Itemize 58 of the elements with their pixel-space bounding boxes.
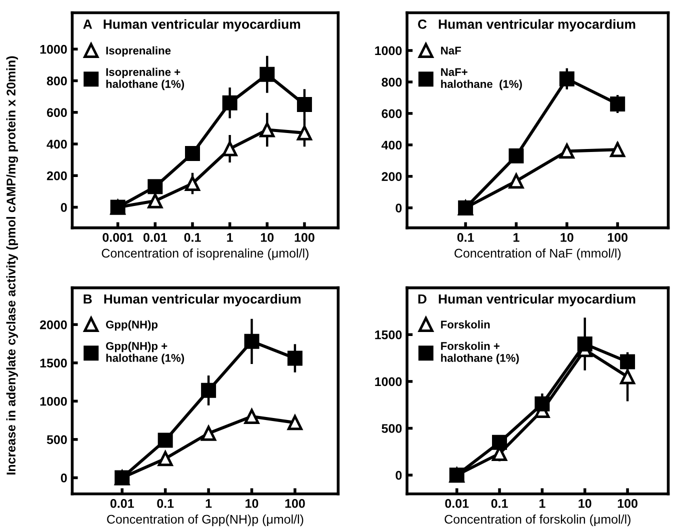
x-tick-label: 0.01 [445,499,469,508]
x-tick-label: 100 [608,232,628,242]
x-tick-label: 0.01 [143,232,167,242]
x-tick-label: 0.001 [102,232,134,242]
legend-label: NaF+ halothane (1%) [441,68,522,90]
y-tick-label: 200 [382,172,402,182]
y-tick-label: 0 [60,203,67,212]
y-tick-label: 2000 [40,320,67,330]
legend-label: Gpp(NH)p [106,320,158,331]
y-tick-label: 1000 [40,396,67,406]
x-tick-label: 100 [618,499,638,508]
x-tick-label: 0.1 [491,499,508,508]
y-tick-label: 800 [382,78,402,87]
y-tick-label: 0 [396,470,402,480]
x-tick-label: 0.1 [157,499,174,508]
chart-title: C Human ventricular myocardium [418,19,636,32]
x-tick-label: 10 [560,232,574,242]
chart-title: D Human ventricular myocardium [418,294,636,306]
legend-label: Forskolin + halothane (1%) [441,342,519,364]
y-tick-label: 500 [382,424,402,433]
chart-title: B Human ventricular myocardium [84,294,301,306]
x-axis-title: Concentration of Gpp(NH)p (μmol/l) [107,514,304,526]
y-tick-label: 1500 [375,330,402,340]
x-tick-label: 1 [227,233,233,242]
x-tick-label: 10 [260,232,274,242]
y-tick-label: 200 [46,171,67,180]
x-axis-title: Concentration of NaF (mmol/l) [454,248,621,260]
y-tick-label: 600 [46,108,67,118]
legend-label: Gpp(NH)p + halothane (1%) [106,342,184,364]
x-tick-label: 0.01 [110,499,134,508]
y-tick-label: 600 [382,109,402,118]
x-tick-label: 0.1 [457,232,474,242]
y-tick-label: 800 [46,76,67,86]
legend-label: NaF [441,46,461,54]
legend-label: Forskolin [441,320,490,328]
x-axis-title: Concentration of isoprenaline (μmol/l) [102,248,308,260]
x-tick-label: 1 [514,233,520,242]
y-tick-label: 400 [382,140,402,150]
y-tick-label: 0 [396,204,402,212]
y-tick-label: 1500 [40,358,67,368]
y-tick-label: 1000 [375,46,402,56]
x-tick-label: 100 [285,499,305,508]
chart-title: A Human ventricular myocardium [83,19,300,32]
x-tick-label: 10 [578,499,592,508]
x-tick-label: 100 [294,232,314,242]
y-tick-label: 1000 [375,377,402,386]
legend-label: Isoprenaline + halothane (1%) [106,68,184,90]
y-tick-label: 400 [46,140,67,149]
y-tick-label: 1000 [40,44,67,54]
legend-label: Isoprenaline [106,46,171,57]
x-tick-label: 0.1 [184,232,201,242]
x-tick-label: 1 [540,499,546,508]
x-axis-title: Concentration of forskolin (μmol/l) [444,514,630,526]
y-axis-title: Increase in adenylate cyclase activity (pmol cAMP/mg protein x 20min) [6,56,18,474]
y-tick-label: 0 [60,474,67,482]
y-tick-label: 500 [46,435,67,444]
x-tick-label: 1 [206,499,212,508]
x-tick-label: 10 [246,499,258,508]
